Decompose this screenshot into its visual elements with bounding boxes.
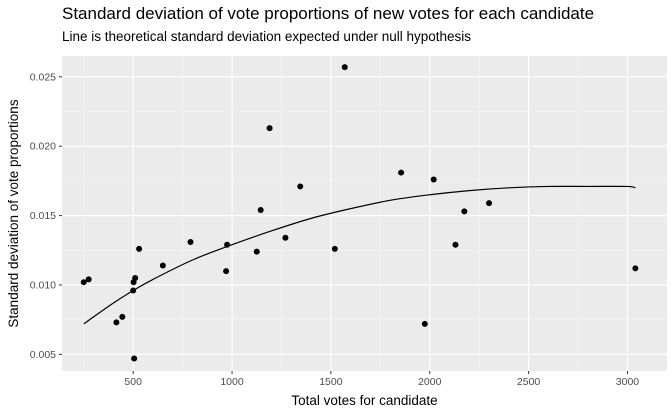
x-tick-label: 1500 xyxy=(319,376,343,388)
minor-gridlines xyxy=(62,56,667,371)
data-point xyxy=(297,183,304,190)
x-tick-label: 500 xyxy=(124,376,142,388)
data-point xyxy=(80,279,87,286)
data-point xyxy=(266,125,273,132)
y-tick-label: 0.005 xyxy=(30,349,56,361)
data-point xyxy=(452,241,459,248)
data-point xyxy=(223,268,230,275)
chart-subtitle: Line is theoretical standard deviation e… xyxy=(62,29,472,44)
major-gridlines xyxy=(62,56,667,371)
data-point xyxy=(430,176,437,183)
data-points xyxy=(80,64,639,362)
y-tick-label: 0.025 xyxy=(30,71,56,83)
y-tick-label: 0.010 xyxy=(30,279,56,291)
data-point xyxy=(130,287,137,294)
data-point xyxy=(253,248,260,255)
y-tick-label: 0.020 xyxy=(30,141,56,153)
x-tick-label: 3000 xyxy=(616,376,640,388)
data-point xyxy=(486,200,493,207)
data-point xyxy=(132,275,139,282)
x-tick-label: 2500 xyxy=(517,376,541,388)
y-tick-label: 0.015 xyxy=(30,210,56,222)
data-point xyxy=(131,355,138,362)
data-point xyxy=(119,313,126,320)
data-point xyxy=(187,238,194,245)
data-point xyxy=(398,169,405,176)
data-point xyxy=(632,265,639,272)
data-point xyxy=(224,241,231,248)
theoretical-sd-curve xyxy=(83,185,636,325)
x-axis-title: Total votes for candidate xyxy=(291,393,437,408)
data-point xyxy=(159,262,166,269)
x-tick-label: 2000 xyxy=(418,376,442,388)
data-point xyxy=(341,64,348,71)
y-axis-ticks: 0.005 0.010 0.015 0.020 0.025 xyxy=(30,71,62,361)
data-point xyxy=(113,319,120,326)
data-point xyxy=(136,245,143,252)
chart-title: Standard deviation of vote proportions o… xyxy=(62,4,595,23)
data-point xyxy=(85,276,92,283)
x-axis-ticks: 500 1000 1500 2000 2500 3000 xyxy=(124,371,639,388)
data-point xyxy=(331,245,338,252)
data-point xyxy=(421,320,428,327)
data-point xyxy=(257,207,264,214)
data-point xyxy=(461,208,468,215)
x-tick-label: 1000 xyxy=(220,376,244,388)
y-axis-title: Standard deviation of vote proportions xyxy=(6,99,21,327)
data-point xyxy=(282,234,289,241)
plot-panel xyxy=(62,56,667,371)
